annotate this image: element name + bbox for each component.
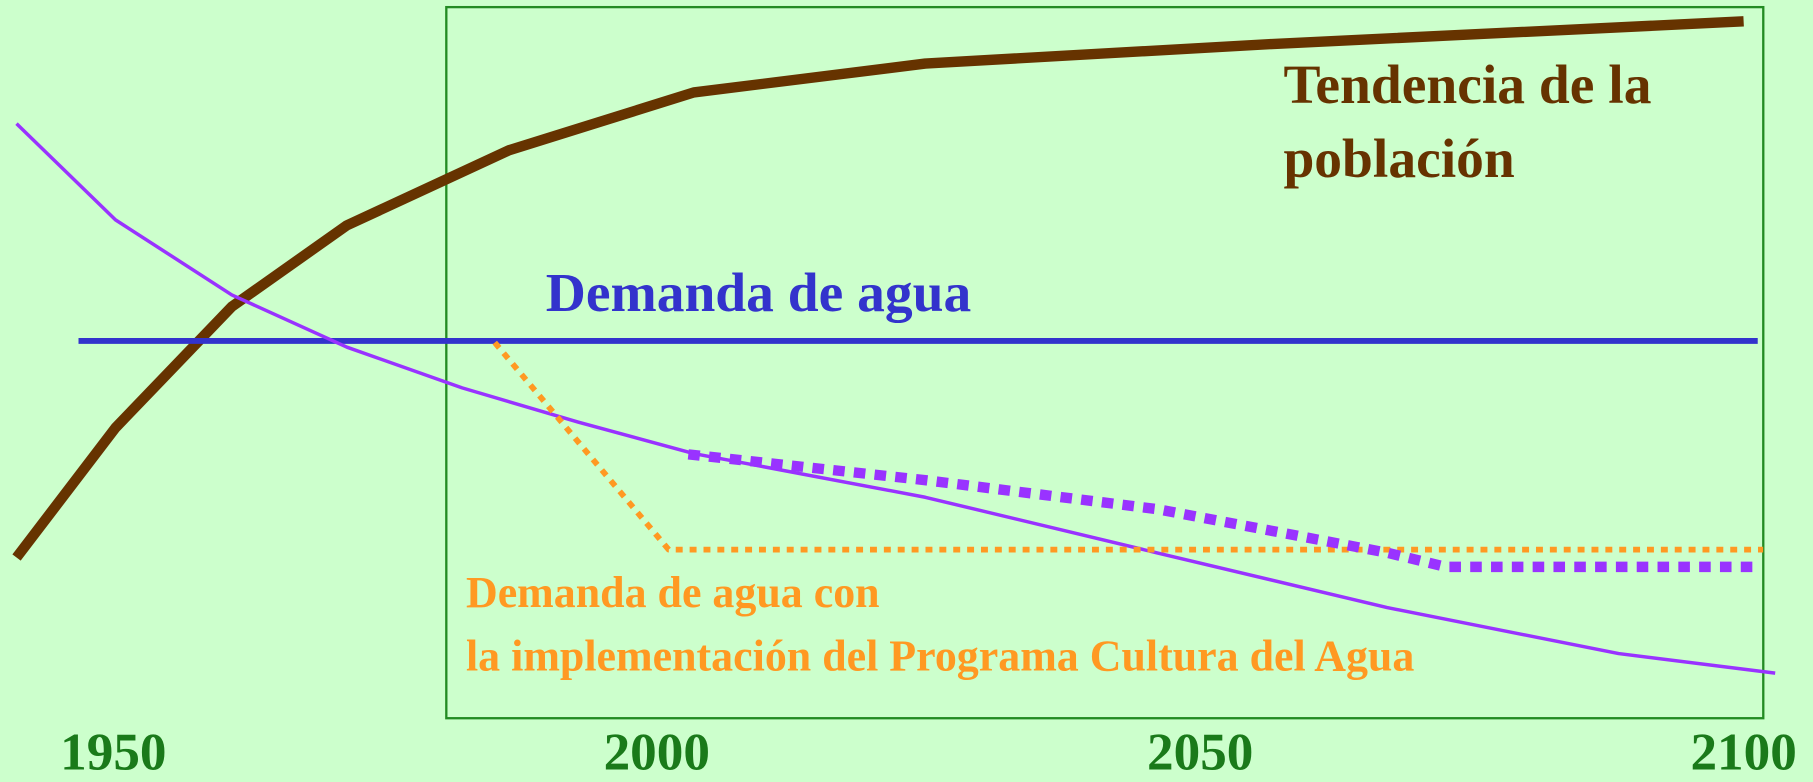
series-line: [492, 340, 1764, 553]
annotation: la implementación del Programa Cultura d…: [466, 631, 1414, 680]
series-line: [15, 122, 1776, 675]
frame: [445, 5, 1765, 720]
annotation: Demanda de agua: [546, 263, 972, 324]
annotation: Tendencia de la: [1283, 55, 1651, 116]
series-line: [12, 16, 1744, 561]
annotation: población: [1283, 129, 1514, 190]
series-line: [687, 449, 1758, 573]
x-tick-label: 2050: [1147, 723, 1253, 782]
x-tick-label: 2100: [1690, 723, 1796, 782]
x-tick-label: 1950: [60, 723, 166, 782]
x-tick-label: 2000: [604, 723, 710, 782]
annotation: Demanda de agua con: [466, 568, 880, 617]
